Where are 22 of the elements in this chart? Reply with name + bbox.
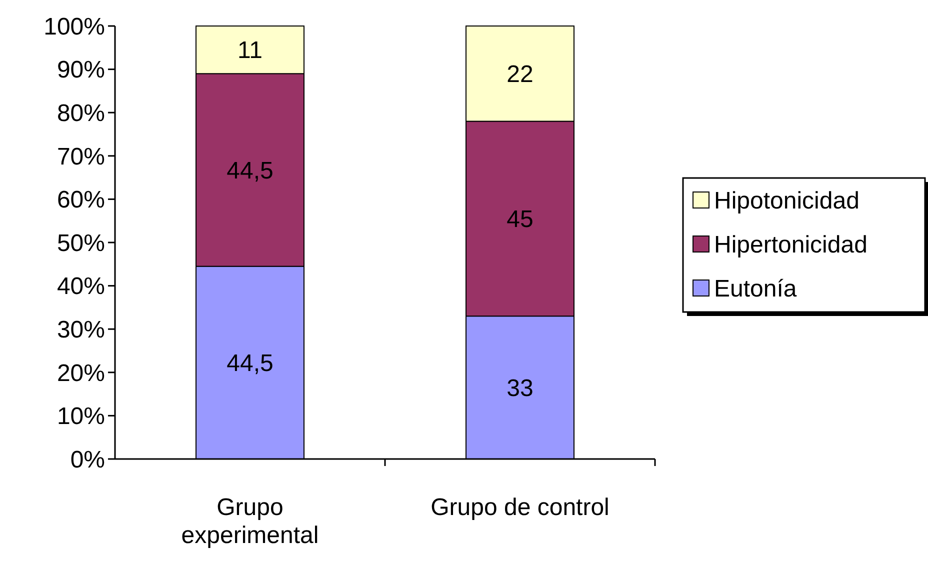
data-label: 44,5 — [226, 157, 274, 184]
legend-label: Hipotonicidad — [714, 187, 860, 214]
y-tick-label: 0% — [70, 446, 105, 474]
y-tick-label: 10% — [56, 403, 105, 430]
data-label: 11 — [238, 37, 262, 64]
y-tick-label: 60% — [56, 186, 105, 214]
y-tick-label: 50% — [56, 230, 105, 257]
y-tick-label: 20% — [56, 360, 105, 387]
data-label: 45 — [506, 206, 534, 234]
y-tick-label: 90% — [56, 56, 105, 84]
data-label: 33 — [506, 374, 534, 402]
data-label: 22 — [506, 61, 534, 88]
y-tick-label: 80% — [56, 100, 105, 127]
y-tick-label: 30% — [56, 316, 105, 344]
legend-label: Hipertonicidad — [714, 231, 868, 258]
legend-label: Eutonía — [714, 275, 798, 302]
x-tick-label: Grupo de control — [430, 494, 610, 521]
y-tick-label: 40% — [56, 273, 105, 300]
data-label: 44,5 — [226, 350, 274, 378]
x-tick-label: Grupo experimental — [181, 494, 319, 549]
y-tick-label: 70% — [56, 143, 105, 170]
y-tick-label: 100% — [44, 13, 105, 40]
